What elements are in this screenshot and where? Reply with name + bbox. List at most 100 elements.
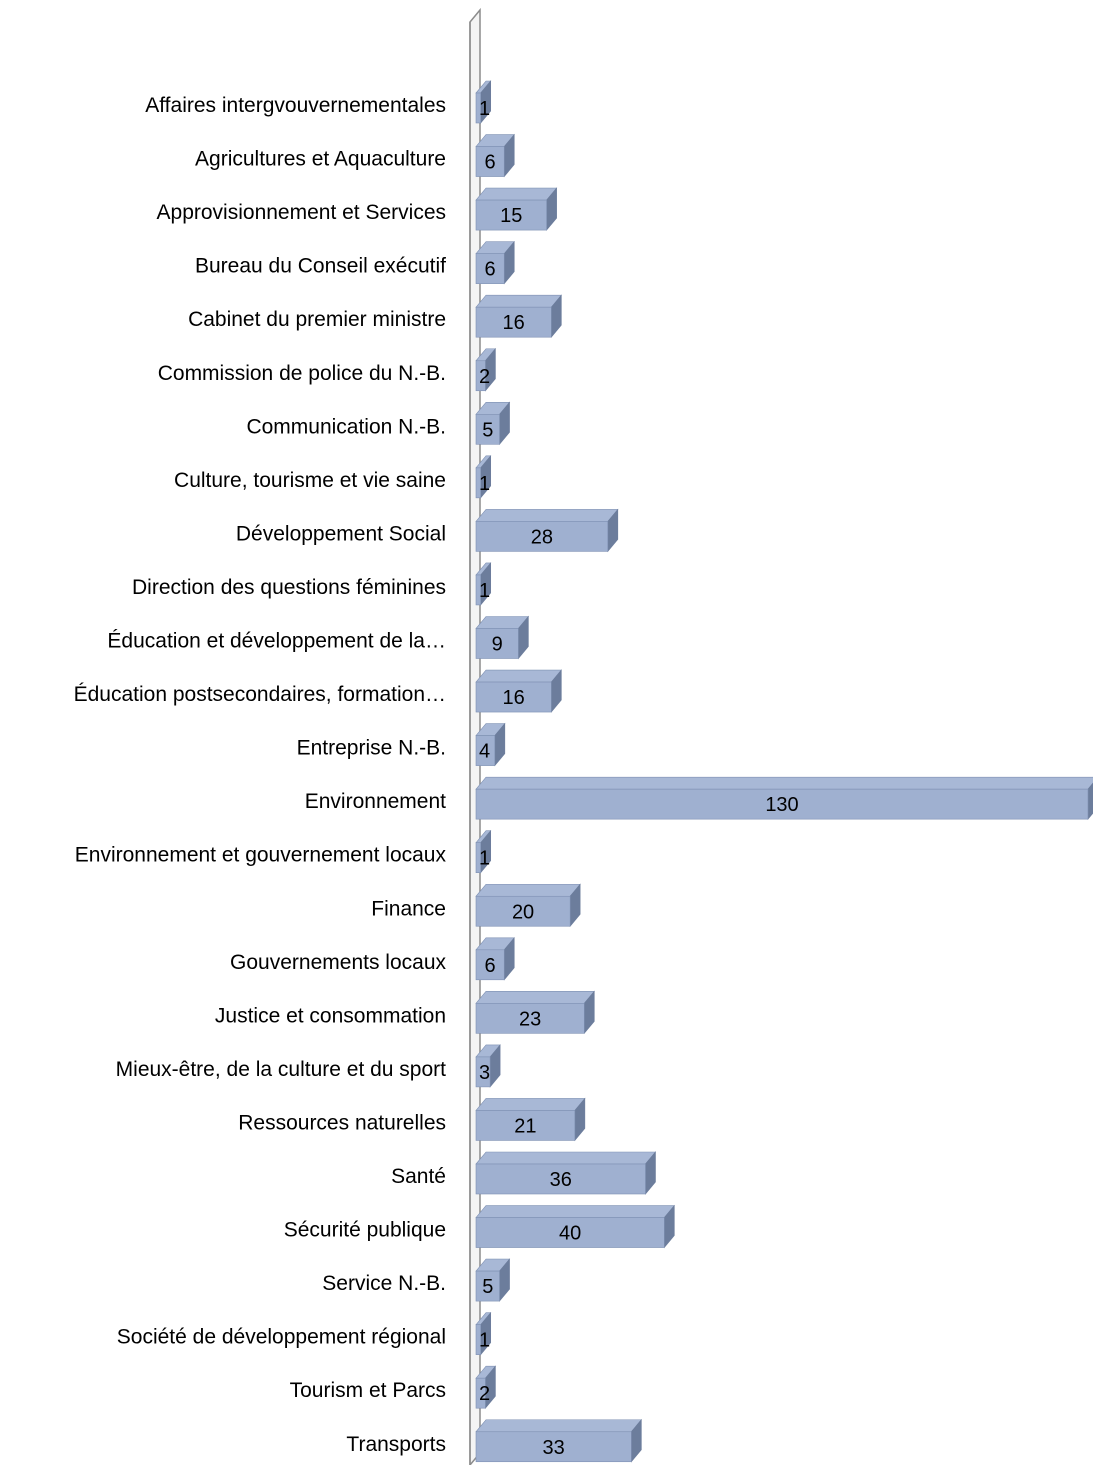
data-label: 9 [492, 634, 503, 656]
bar [475, 990, 595, 1035]
bar-top-face [475, 294, 562, 308]
category-label: Culture, tourisme et vie saine [174, 469, 446, 492]
bar-front-face [475, 413, 500, 445]
data-label: 23 [519, 1008, 541, 1030]
bar-front-face [475, 92, 482, 124]
data-label: 5 [482, 1276, 493, 1298]
bar-front-face [475, 842, 482, 874]
bar [475, 80, 492, 124]
bar-front-face [475, 521, 609, 552]
bar-top-face [475, 991, 595, 1004]
bar-front-face [475, 735, 496, 766]
bar [475, 240, 515, 285]
data-label: 3 [479, 1062, 490, 1084]
bar [475, 883, 581, 928]
bar-top-face [475, 1205, 675, 1218]
category-label: Communication N.-B. [246, 415, 446, 438]
category-label: Éducation postsecondaires, formation… [74, 683, 446, 706]
category-label: Affaires intergvouvernementales [145, 94, 446, 117]
category-label: Éducation et développement de la… [107, 630, 446, 653]
bar [475, 1365, 497, 1410]
category-label: Transports [346, 1433, 446, 1456]
data-label: 6 [485, 955, 496, 977]
bar [475, 455, 492, 499]
bar-top-face [475, 187, 558, 201]
bar [475, 722, 506, 767]
category-label: Approvisionnement et Services [157, 201, 446, 224]
bar [475, 347, 497, 392]
category-label: Société de développement régional [117, 1326, 446, 1349]
category-label: Gouvernements locaux [230, 951, 446, 974]
bar-front-face [475, 574, 482, 606]
bar-front-face [475, 306, 552, 338]
bar-top-face [475, 669, 562, 683]
bar [475, 1204, 675, 1249]
bar-top-face [475, 509, 619, 522]
bar [475, 1311, 492, 1356]
data-label: 6 [485, 259, 496, 281]
bar-front-face [475, 628, 519, 659]
bar [475, 1418, 642, 1463]
bars-layer [475, 80, 1093, 1463]
data-label: 4 [479, 741, 490, 763]
bar-front-face [475, 1003, 585, 1034]
bar-front-face [475, 1110, 576, 1141]
data-label: 1 [479, 473, 490, 495]
category-label: Finance [371, 897, 446, 920]
data-label: 33 [543, 1437, 565, 1459]
bar [475, 936, 515, 981]
category-label: Bureau du Conseil exécutif [195, 255, 446, 278]
bar [475, 776, 1093, 820]
bar [475, 615, 530, 660]
category-label: Ressources naturelles [238, 1111, 446, 1134]
bar-top-face [475, 1151, 657, 1165]
data-label: 16 [503, 687, 525, 709]
bar [475, 401, 511, 446]
bar-front-face [475, 467, 482, 499]
bar-top-face [475, 1419, 642, 1433]
category-label: Cabinet du premier ministre [188, 308, 446, 331]
bar [475, 1044, 501, 1088]
bar-front-face [475, 253, 505, 284]
data-label: 1 [479, 98, 490, 120]
category-label: Mieux-être, de la culture et du sport [116, 1058, 446, 1081]
category-label: Environnement [305, 790, 446, 813]
category-label: Sécurité publique [284, 1219, 446, 1242]
bar [475, 669, 562, 713]
bar-front-face [475, 1431, 632, 1463]
bar [475, 1258, 511, 1302]
data-label: 2 [479, 1383, 490, 1405]
bar [475, 829, 492, 874]
bar-front-face [475, 1324, 482, 1355]
category-labels: Affaires intergvouvernementales Agricultu… [74, 94, 447, 1456]
category-label: Entreprise N.-B. [297, 737, 446, 760]
data-label: 2 [479, 366, 490, 388]
bar-top-face [475, 1098, 586, 1111]
bar [475, 133, 515, 178]
data-label: 28 [531, 526, 553, 548]
category-label: Tourism et Parcs [290, 1379, 446, 1402]
bar-front-face [475, 788, 1089, 820]
bar [475, 508, 619, 553]
category-label: Justice et consommation [215, 1004, 446, 1027]
category-label: Service N.-B. [322, 1272, 446, 1295]
bar-front-face [475, 949, 505, 981]
data-label: 1 [479, 848, 490, 870]
data-label: 5 [482, 419, 493, 441]
bar-front-face [475, 199, 547, 231]
category-label: Développement Social [236, 522, 446, 545]
data-label: 36 [550, 1169, 572, 1191]
bar [475, 1151, 657, 1195]
data-label: 1 [479, 580, 490, 602]
bar [475, 1097, 586, 1142]
bar [475, 562, 492, 606]
data-label: 1 [479, 1330, 490, 1352]
bar-front-face [475, 146, 505, 177]
data-label: 130 [765, 794, 798, 816]
bar [475, 187, 558, 231]
category-label: Agricultures et Aquaculture [195, 148, 446, 171]
bar-top-face [475, 776, 1093, 790]
